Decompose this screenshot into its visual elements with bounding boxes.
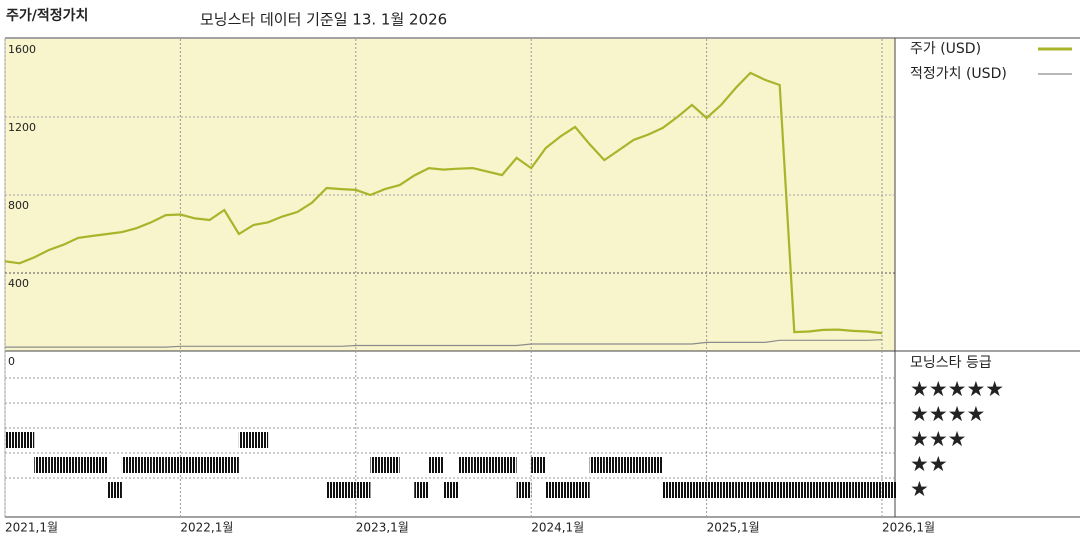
rating-bar <box>706 482 722 498</box>
rating-bar <box>633 457 649 473</box>
rating-label: ★★★★ <box>910 402 985 426</box>
rating-bar <box>92 457 108 473</box>
rating-bar <box>589 457 605 473</box>
rating-bar <box>823 482 839 498</box>
rating-bar <box>355 482 371 498</box>
x-tick-label: 2024,1월 <box>531 521 584 535</box>
rating-bar <box>721 482 736 498</box>
rating-bar <box>794 482 809 498</box>
rating-label: ★★★ <box>910 427 966 451</box>
x-tick-label: 2026,1월 <box>882 521 935 535</box>
x-tick-label: 2023,1월 <box>356 521 409 535</box>
series-line <box>5 339 883 348</box>
rating-bar <box>209 457 225 473</box>
rating-bar <box>750 482 766 498</box>
rating-bar <box>428 457 444 473</box>
rating-bar <box>78 457 93 473</box>
rating-bar <box>107 482 122 498</box>
rating-bar <box>575 482 590 498</box>
rating-bar <box>838 482 853 498</box>
rating-bar <box>19 432 35 448</box>
rating-title: 모닝스타 등급 <box>910 355 992 371</box>
rating-bar <box>531 457 546 473</box>
rating-bar <box>618 457 634 473</box>
rating-bar <box>385 457 400 473</box>
rating-bar <box>180 457 196 473</box>
x-tick-label: 2021,1월 <box>5 521 58 535</box>
rating-bar <box>662 482 678 498</box>
x-tick-label: 2022,1월 <box>180 521 233 535</box>
rating-bar <box>238 432 254 448</box>
rating-bar <box>370 457 386 473</box>
rating-bar <box>326 482 342 498</box>
y-tick-label: 400 <box>8 277 29 290</box>
rating-label: ★ <box>910 477 929 501</box>
series-line <box>4 71 883 335</box>
rating-bar <box>414 482 429 498</box>
rating-bar <box>882 482 897 498</box>
rating-bar <box>545 482 561 498</box>
y-tick-label: 0 <box>8 355 15 368</box>
rating-bar <box>852 482 868 498</box>
rating-bar <box>501 457 517 473</box>
rating-bar <box>516 482 532 498</box>
rating-bar <box>560 482 576 498</box>
legend-label: 주가 (USD) <box>910 41 981 57</box>
rating-bar <box>136 457 152 473</box>
rating-bar <box>165 457 181 473</box>
rating-bar <box>341 482 356 498</box>
rating-bar <box>34 457 49 473</box>
x-tick-label: 2025,1월 <box>707 521 760 535</box>
y-tick-label: 800 <box>8 199 29 212</box>
chart-title: 주가/적정가치 <box>6 7 88 24</box>
rating-bar <box>867 482 882 498</box>
rating-bar <box>691 482 707 498</box>
rating-bar <box>472 457 488 473</box>
y-tick-label: 1600 <box>8 43 36 56</box>
rating-bar <box>735 482 751 498</box>
rating-bar <box>808 482 824 498</box>
rating-bar <box>63 457 79 473</box>
legend-label: 적정가치 (USD) <box>910 66 1007 82</box>
rating-bar <box>195 457 210 473</box>
rating-bar <box>779 482 795 498</box>
rating-bar <box>487 457 502 473</box>
rating-bar <box>224 457 239 473</box>
rating-bar <box>648 457 663 473</box>
rating-bar <box>253 432 269 448</box>
rating-bar <box>458 457 473 473</box>
rating-label: ★★ <box>910 452 948 476</box>
rating-bar <box>443 482 459 498</box>
rating-bar <box>5 432 20 448</box>
y-tick-label: 1200 <box>8 121 36 134</box>
rating-bar <box>604 457 619 473</box>
rating-bar <box>151 457 166 473</box>
rating-bar <box>765 482 780 498</box>
rating-bar <box>121 457 137 473</box>
rating-bar <box>48 457 64 473</box>
chart-subtitle: 모닝스타 데이터 기준일 13. 1월 2026 <box>200 11 447 29</box>
rating-bar <box>677 482 692 498</box>
rating-label: ★★★★★ <box>910 377 1004 401</box>
